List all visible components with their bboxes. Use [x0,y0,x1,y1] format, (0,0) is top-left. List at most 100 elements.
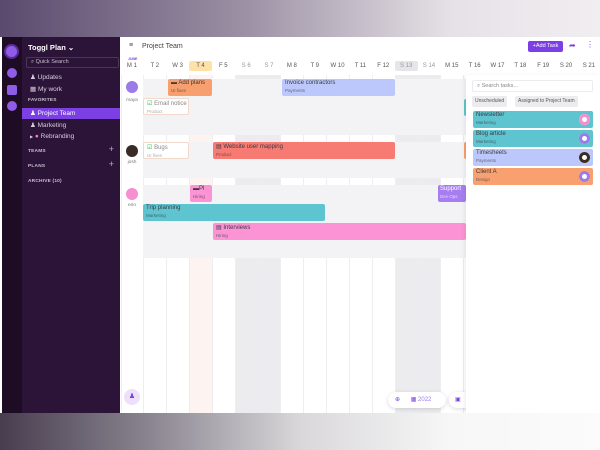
avatar-erin[interactable] [126,188,138,200]
task-bar[interactable]: Invoice contractors Payments [282,79,395,96]
day-header: W 3 [172,63,183,69]
task-bar[interactable]: ▤ Website user mapping Product [213,142,395,159]
day-header: S 21 [582,63,596,69]
sidebar-item-label: Updates [37,74,62,81]
sidebar-item-my-work[interactable]: ▦ My work [26,84,118,95]
sidebar-item-label: Marketing [37,122,67,129]
plans-header: PLANS [28,164,46,169]
task-bar[interactable]: ☑ Email notice Product [143,98,189,115]
task-card[interactable]: Timesheets Payments [473,149,593,166]
sidebar-item-updates[interactable]: ♟ Updates [26,72,118,83]
search-icon: ⌕ [477,83,481,89]
day-column [120,75,144,413]
task-bar[interactable]: ▤ Interviews Hiring [213,223,466,240]
more-icon[interactable]: ⋮ [586,40,594,49]
sidebar-item-rebranding[interactable]: ▶ ● Rebranding [26,131,118,142]
day-header: S 6 [241,63,251,69]
note-icon: ▤ [216,144,222,150]
day-header: F 19 [537,63,550,69]
day-header: T 16 [468,63,481,69]
member-name: erin [128,203,136,208]
search-placeholder: Quick Search [35,59,69,65]
add-task-button[interactable]: +Add Task [528,41,563,52]
archive-icon: ▣ [455,397,461,403]
zoom-icon[interactable]: ⊕ [395,397,401,403]
month-label: JUNE [128,57,138,61]
search-placeholder: Search tasks... [481,83,519,89]
task-card[interactable]: Blog article Marketing [473,130,593,147]
avatar-maya[interactable] [126,81,138,93]
search-icon: ⌕ [31,59,35,65]
day-header: S 7 [264,63,274,69]
task-project: Payments [285,88,306,93]
sidebar-item-marketing[interactable]: ♟ Marketing [26,120,118,131]
search-tasks-input[interactable]: ⌕ Search tasks... [472,80,593,92]
pink-dot-icon: ● [34,133,39,140]
toggl-logo-icon[interactable] [4,44,19,59]
task-title: Invoice contractors [285,80,336,86]
filter-chip-assigned[interactable]: Assigned to Project Team [515,96,578,107]
unscheduled-panel: ⌕ Search tasks... Unscheduled Assigned t… [466,75,600,413]
chevron-right-icon: ▶ [30,134,34,139]
icon-strip [2,37,22,413]
folder-icon: ▬ [171,80,177,86]
avatar [579,152,590,163]
share-icon[interactable]: ➦ [569,41,576,50]
day-header: T 11 [354,63,367,69]
task-project: Hiring [216,233,228,238]
task-bar[interactable]: Trip planning Marketing [143,204,325,221]
day-header: T 2 [150,63,160,69]
day-header: S 20 [559,63,573,69]
settings-icon[interactable] [7,68,17,78]
task-card[interactable]: Newsletter Marketing [473,111,593,128]
card-title: Timesheets [476,150,507,156]
member-name: maya [126,98,138,103]
task-bar[interactable]: ▬ Add plans UI fixes [168,79,212,96]
task-title: Email notice [154,101,187,107]
check-icon: ☑ [147,145,153,151]
filter-chip-unscheduled[interactable]: Unscheduled [472,96,508,107]
task-bar[interactable]: ▬Pl Hiring [190,185,212,202]
day-header: S 14 [422,63,436,69]
help-icon[interactable] [7,101,17,111]
note-icon: ▤ [216,225,222,231]
day-header: F 5 [218,63,228,69]
task-title: Pl [199,186,205,192]
card-project: Marketing [476,120,496,125]
avatar [579,171,590,182]
task-project: UI fixes [147,153,163,158]
task-project: UI fixes [171,88,187,93]
desktop-background-bottom [0,413,600,450]
task-bar[interactable]: Support Dev Ops [438,185,466,202]
card-title: Newsletter [476,112,505,118]
calendar-icon[interactable]: ▦ [410,397,417,403]
task-title: Trip planning [146,205,181,211]
archive-header[interactable]: ARCHIVE (10) [28,179,62,184]
add-member-button[interactable]: ♟ [124,389,140,405]
add-plan-icon[interactable]: + [108,159,114,169]
avatar-josh[interactable] [126,145,138,157]
desktop-background [0,0,600,37]
quick-search-input[interactable]: ⌕ Quick Search [26,57,119,68]
task-bar[interactable]: ☑ Bugs UI fixes [143,142,189,159]
day-header: W 10 [330,63,345,69]
user-add-icon[interactable] [7,85,17,95]
avatar [579,133,590,144]
day-header: M 1 [126,63,137,69]
task-project: Product [216,152,232,157]
sidebar-item-project-team[interactable]: ♟ Project Team [22,108,120,119]
bell-icon: ♟ [30,74,36,81]
archive-button[interactable]: ▣ [449,392,469,408]
day-header: T 4 [189,61,212,71]
add-team-icon[interactable]: + [108,144,114,154]
chevron-down-icon: ⌄ [67,43,75,52]
team-icon: ♟ [30,110,36,117]
task-project: Dev Ops [440,194,458,199]
workspace-switcher[interactable]: Toggl Plan ⌄ [28,43,74,52]
favorites-header: FAVORITES [28,98,57,103]
task-card[interactable]: Client A Design [473,168,593,185]
folder-icon: ▬ [193,186,199,192]
filter-icon[interactable]: ≡ [129,42,134,49]
year-button[interactable]: 2022 [418,397,432,403]
day-header: M 15 [445,63,459,69]
